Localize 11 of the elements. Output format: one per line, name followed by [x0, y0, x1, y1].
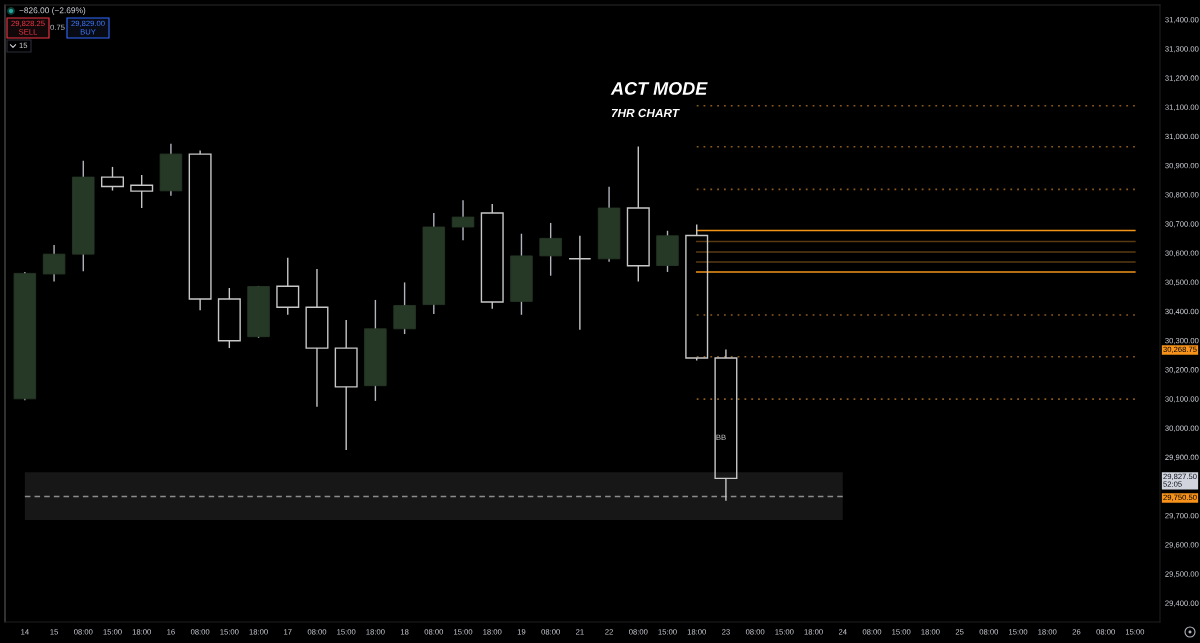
candlestick — [714, 348, 738, 502]
candlestick — [305, 268, 329, 408]
candlestick — [568, 235, 592, 331]
text: 7HR CHART — [611, 108, 680, 118]
candlestick — [539, 222, 562, 277]
candlestick — [42, 244, 66, 283]
candlestick — [451, 199, 475, 241]
text: ACT MODE — [610, 82, 708, 95]
candlestick — [393, 281, 416, 335]
annotation: −826.00 (−2.69%) — [19, 7, 86, 15]
candlestick — [334, 319, 358, 451]
